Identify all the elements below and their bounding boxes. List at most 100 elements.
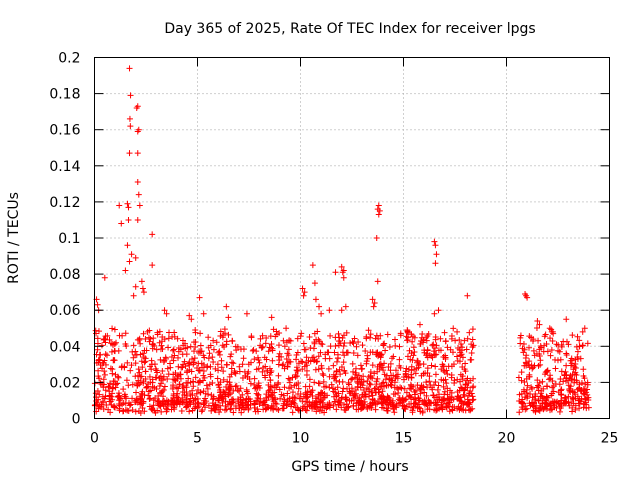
data-point (549, 390, 556, 397)
data-point (363, 358, 370, 365)
data-point (124, 200, 131, 207)
data-point (268, 368, 275, 375)
data-point (321, 390, 328, 397)
data-point (411, 349, 418, 356)
data-point (192, 403, 199, 410)
data-point (223, 406, 230, 413)
data-point (548, 347, 555, 354)
data-point (245, 405, 252, 412)
data-point (547, 335, 554, 342)
data-point (130, 292, 137, 299)
data-point (470, 383, 477, 390)
y-tick-label: 0.14 (49, 159, 80, 175)
data-point (240, 355, 247, 362)
data-point (321, 383, 328, 390)
data-point (291, 394, 298, 401)
data-point (381, 371, 388, 378)
data-point (215, 381, 222, 388)
data-point (222, 398, 229, 405)
data-point (136, 335, 143, 342)
data-point (176, 401, 183, 408)
data-point (331, 398, 338, 405)
data-point (227, 353, 234, 360)
data-point (359, 342, 366, 349)
x-axis-tick-labels: 0 5 10 15 20 25 (90, 431, 618, 447)
data-point (383, 382, 390, 389)
data-point (392, 342, 399, 349)
data-point (138, 358, 145, 365)
data-point (298, 330, 305, 337)
data-point (294, 367, 301, 374)
data-point (354, 383, 361, 390)
data-point (174, 397, 181, 404)
data-point (137, 340, 144, 347)
data-point (170, 346, 177, 353)
data-point (289, 389, 296, 396)
data-point (250, 346, 257, 353)
data-point (259, 332, 266, 339)
data-point (549, 338, 556, 345)
data-point (214, 361, 221, 368)
data-point (409, 407, 416, 414)
data-point (223, 303, 230, 310)
data-point (340, 401, 347, 408)
data-point (423, 337, 430, 344)
data-point (330, 362, 337, 369)
data-point (534, 318, 541, 325)
data-point (547, 352, 554, 359)
data-point (469, 397, 476, 404)
data-point (371, 370, 378, 377)
data-point (275, 372, 282, 379)
data-point (279, 405, 286, 412)
data-point (177, 371, 184, 378)
data-point (524, 393, 531, 400)
data-point (350, 349, 357, 356)
data-point (119, 332, 126, 339)
data-point (295, 385, 302, 392)
data-point (558, 342, 565, 349)
data-point (462, 381, 469, 388)
data-point (539, 404, 546, 411)
data-point (268, 402, 275, 409)
data-point (432, 379, 439, 386)
data-point (395, 389, 402, 396)
data-point (418, 372, 425, 379)
data-point (349, 388, 356, 395)
data-point (202, 390, 209, 397)
data-point (133, 105, 140, 112)
data-point (359, 365, 366, 372)
data-point (546, 325, 553, 332)
data-point (263, 334, 270, 341)
data-point (276, 330, 283, 337)
data-point (544, 348, 551, 355)
data-point (397, 397, 404, 404)
data-point (220, 368, 227, 375)
data-point (402, 370, 409, 377)
data-point (150, 402, 157, 409)
data-point (126, 402, 133, 409)
data-point (420, 400, 427, 407)
data-point (179, 389, 186, 396)
data-point (95, 367, 102, 374)
data-point (297, 333, 304, 340)
data-point (563, 371, 570, 378)
data-point (578, 379, 585, 386)
data-point (225, 331, 232, 338)
data-point (125, 216, 132, 223)
data-point (462, 360, 469, 367)
data-point (142, 368, 149, 375)
data-point (557, 376, 564, 383)
data-point (109, 385, 116, 392)
data-point (542, 331, 549, 338)
data-point (349, 375, 356, 382)
data-point (150, 340, 157, 347)
data-point (114, 373, 121, 380)
data-point (352, 387, 359, 394)
data-point (516, 397, 523, 404)
data-point (576, 337, 583, 344)
data-point (213, 339, 220, 346)
data-point (157, 402, 164, 409)
data-point (257, 398, 264, 405)
data-point (465, 398, 472, 405)
data-point (430, 348, 437, 355)
